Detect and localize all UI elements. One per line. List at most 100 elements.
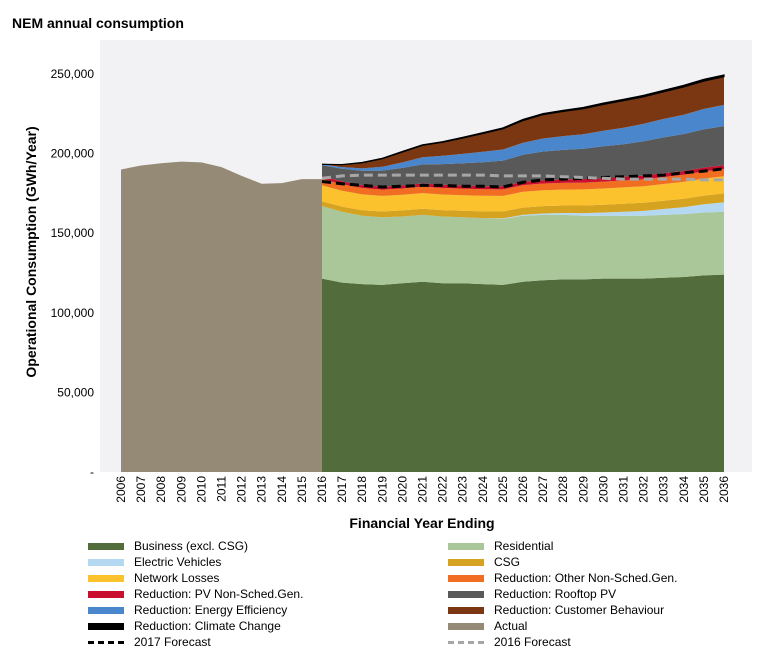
- legend-label: Network Losses: [134, 571, 220, 585]
- x-tick-label: 2008: [154, 476, 168, 503]
- legend-label: Residential: [494, 539, 554, 553]
- legend-swatch: [88, 558, 124, 566]
- legend-item-residential: Residential: [448, 539, 748, 553]
- x-tick-label: 2024: [476, 476, 490, 503]
- x-tick-label: 2013: [255, 476, 269, 503]
- legend-item-reduction-climate-change: Reduction: Climate Change: [88, 619, 448, 633]
- legend-swatch: [448, 606, 484, 614]
- x-tick-label: 2006: [114, 476, 128, 503]
- x-tick-label: 2020: [395, 476, 409, 503]
- x-tick-label: 2033: [657, 476, 671, 503]
- legend-row: 2017 Forecast 2016 Forecast: [88, 634, 748, 650]
- area-csg: [322, 193, 724, 219]
- legend-item-2016-forecast: 2016 Forecast: [448, 635, 748, 649]
- legend-item-2017-forecast: 2017 Forecast: [88, 635, 448, 649]
- area-residential: [322, 206, 724, 285]
- x-tick-label: 2012: [235, 476, 249, 503]
- y-axis-label: Operational Consumption (GWh/Year): [23, 126, 39, 377]
- legend-label: Electric Vehicles: [134, 555, 222, 569]
- x-tick-label: 2029: [576, 476, 590, 503]
- area-network-losses: [322, 176, 724, 212]
- legend-swatch: [448, 542, 484, 550]
- legend-swatch: [88, 606, 124, 614]
- x-tick-label: 2036: [717, 476, 731, 503]
- legend-item-reduction-rooftop-pv: Reduction: Rooftop PV: [448, 587, 748, 601]
- x-axis-label: Financial Year Ending: [349, 515, 494, 531]
- area-business-excl-csg: [322, 274, 724, 472]
- legend-label: 2016 Forecast: [494, 635, 571, 649]
- legend-item-reduction-other-non-sched-gen: Reduction: Other Non-Sched.Gen.: [448, 571, 748, 585]
- x-tick-label: 2007: [134, 476, 148, 503]
- legend-item-network-losses: Network Losses: [88, 571, 448, 585]
- area-actual: [121, 161, 322, 472]
- area-reduction-rooftop-pv: [322, 126, 724, 187]
- x-tick-label: 2014: [275, 476, 289, 503]
- x-tick-label: 2017: [335, 476, 349, 503]
- legend-row: Electric Vehicles CSG: [88, 554, 748, 570]
- legend-label: 2017 Forecast: [134, 635, 211, 649]
- legend-swatch: [88, 622, 124, 630]
- legend-label: CSG: [494, 555, 521, 569]
- y-tick-label: -: [90, 465, 94, 479]
- x-tick-label: 2011: [215, 476, 229, 502]
- area-electric-vehicles: [322, 202, 724, 219]
- legend-label: Business (excl. CSG): [134, 539, 249, 553]
- legend-item-electric-vehicles: Electric Vehicles: [88, 555, 448, 569]
- y-tick-label: 50,000: [57, 385, 94, 399]
- legend-item-actual: Actual: [448, 619, 748, 633]
- legend-swatch: [448, 558, 484, 566]
- y-tick-label: 150,000: [51, 226, 95, 240]
- x-tick-label: 2028: [556, 476, 570, 503]
- legend-label: Actual: [494, 619, 528, 633]
- x-tick-label: 2022: [436, 476, 450, 503]
- legend-item-csg: CSG: [448, 555, 748, 569]
- lines-layer: [321, 167, 725, 189]
- legend-item-reduction-energy-efficiency: Reduction: Energy Efficiency: [88, 603, 448, 617]
- line-2017-forecast: [321, 167, 725, 189]
- x-tick-label: 2009: [174, 476, 188, 503]
- legend-label: Reduction: PV Non-Sched.Gen.: [134, 587, 304, 601]
- x-tick-label: 2010: [194, 476, 208, 503]
- x-tick-label: 2015: [295, 476, 309, 503]
- area-reduction-other-non-sched-gen: [322, 169, 724, 196]
- legend-swatch: [448, 590, 484, 598]
- legend-row: Reduction: PV Non-Sched.Gen. Reduction: R…: [88, 586, 748, 602]
- legend-item-reduction-customer-behaviour: Reduction: Customer Behaviour: [448, 603, 748, 617]
- areas-layer: [121, 74, 725, 472]
- legend: Business (excl. CSG) Residential Electric …: [88, 538, 748, 650]
- chart-title: NEM annual consumption: [12, 15, 184, 31]
- legend-label: Reduction: Energy Efficiency: [134, 603, 288, 617]
- x-tick-label: 2016: [315, 476, 329, 503]
- line-2016-forecast: [321, 173, 724, 182]
- legend-label: Reduction: Rooftop PV: [494, 587, 617, 601]
- legend-item-reduction-pv-non-sched-gen: Reduction: PV Non-Sched.Gen.: [88, 587, 448, 601]
- legend-swatch: [88, 574, 124, 582]
- x-tick-label: 2030: [596, 476, 610, 503]
- legend-swatch: [448, 640, 484, 644]
- x-tick-label: 2021: [416, 476, 430, 503]
- x-tick-label: 2018: [355, 476, 369, 503]
- legend-row: Reduction: Energy Efficiency Reduction: C…: [88, 602, 748, 618]
- x-tick-label: 2023: [456, 476, 470, 503]
- legend-label: Reduction: Other Non-Sched.Gen.: [494, 571, 678, 585]
- axes-layer: - 50,000 100,000 150,000 200,000 250,000 2006 2…: [51, 67, 731, 503]
- x-tick-label: 2027: [536, 476, 550, 503]
- area-reduction-energy-efficiency: [322, 104, 724, 171]
- legend-swatch: [448, 622, 484, 630]
- x-tick-label: 2034: [677, 476, 691, 503]
- area-reduction-climate-change: [321, 74, 725, 166]
- legend-swatch: [448, 574, 484, 582]
- legend-label: Reduction: Climate Change: [134, 619, 281, 633]
- legend-item-business-excl-csg: Business (excl. CSG): [88, 539, 448, 553]
- legend-swatch: [88, 590, 124, 598]
- x-tick-label: 2035: [697, 476, 711, 503]
- legend-label: Reduction: Customer Behaviour: [494, 603, 665, 617]
- x-tick-label: 2025: [496, 476, 510, 503]
- legend-row: Network Losses Reduction: Other Non-Sched…: [88, 570, 748, 586]
- legend-swatch: [88, 542, 124, 550]
- y-tick-label: 200,000: [51, 147, 95, 161]
- legend-row: Reduction: Climate Change Actual: [88, 618, 748, 634]
- y-tick-label: 100,000: [51, 306, 95, 320]
- x-tick-label: 2026: [516, 476, 530, 503]
- legend-swatch: [88, 640, 124, 644]
